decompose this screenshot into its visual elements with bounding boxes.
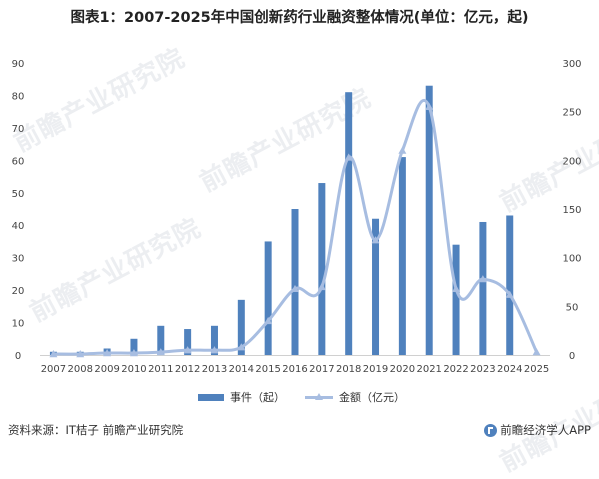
line-marker [505,290,514,298]
line-marker [532,348,541,356]
line-marker [103,349,112,357]
legend: 事件（起） 金额（亿元） [0,389,599,405]
bar [184,329,192,355]
x-tick-label: 2011 [148,364,173,375]
x-tick-label: 2012 [175,364,200,375]
legend-item-bar: 事件（起） [198,389,285,405]
y-right-tick-label: 250 [562,108,581,119]
y-left-tick-label: 60 [12,156,25,167]
line-marker [210,346,219,354]
x-tick-label: 2023 [470,364,495,375]
legend-line-swatch [305,392,333,402]
bar [479,221,487,355]
line-marker [291,284,299,293]
bar [237,299,245,355]
y-right-tick-label: 300 [562,59,581,70]
y-left-tick-label: 70 [12,124,25,135]
bar [130,338,138,355]
y-left-tick-label: 20 [12,286,25,297]
footer: 资料来源：IT桔子 前瞻产业研究院 前瞻经济学人APP [8,420,591,440]
line-marker [344,153,353,161]
bar [425,85,433,355]
x-tick-label: 2022 [443,364,468,375]
line-marker [183,346,192,354]
bar [452,244,460,355]
x-tick-label: 2008 [68,364,93,375]
x-tick-label: 2015 [255,364,280,375]
legend-label-line: 金额（亿元） [339,391,405,404]
x-tick-label: 2020 [390,364,415,375]
y-right-tick-label: 50 [566,302,579,313]
x-tick-label: 2019 [363,364,388,375]
y-left-tick-label: 40 [12,221,25,232]
x-tick-label: 2013 [202,364,227,375]
y-left-tick-label: 10 [12,319,25,330]
x-tick-label: 2018 [336,364,361,375]
line-marker [425,102,434,110]
x-tick-label: 2025 [524,364,549,375]
y-left-tick-label: 90 [12,59,25,70]
chart-area: 0 10 20 30 40 50 60 70 80 90 0 50 100 150 200 250 300 200… [12,59,582,375]
bar [506,215,514,355]
x-tick-label: 2021 [416,364,441,375]
bar [345,92,353,355]
x-tick-label: 2009 [94,364,119,375]
line-marker [398,146,407,154]
source-text: 资料来源：IT桔子 前瞻产业研究院 [8,423,184,437]
x-tick-label: 2024 [497,364,522,375]
line-marker [264,316,273,325]
x-tick-label: 2017 [309,364,334,375]
bar [372,218,380,355]
line-marker [129,349,138,357]
y-left-tick-label: 50 [12,189,25,200]
line-marker [478,275,487,283]
bar [264,241,272,355]
x-tick-label: 2007 [41,364,66,375]
bar [291,209,299,355]
chart-title: 图表1：2007-2025年中国创新药行业融资整体情况(单位：亿元，起) [70,10,529,26]
brand: 前瞻经济学人APP [484,422,591,438]
bar [210,325,218,355]
y-right-tick-label: 150 [562,205,581,216]
brand-text: 前瞻经济学人APP [500,423,591,437]
y-left-tick-label: 30 [12,254,25,265]
y-left-tick-label: 80 [12,91,25,102]
line-marker [317,282,326,291]
line-marker [452,284,461,293]
line-marker [156,348,165,356]
y-right-tick-label: 200 [562,156,581,167]
line-marker [371,236,380,244]
legend-label-bar: 事件（起） [230,391,285,404]
x-tick-label: 2016 [282,364,307,375]
x-tick-label: 2014 [229,364,254,375]
bar [157,325,165,355]
bar [398,157,406,355]
brand-logo-icon [484,423,498,437]
legend-item-line: 金额（亿元） [305,389,405,405]
bar [318,183,326,355]
y-right-tick-label: 0 [569,351,575,362]
y-right-tick-label: 100 [562,254,581,265]
x-tick-label: 2010 [121,364,146,375]
line-marker [76,350,85,358]
y-left-tick-label: 0 [15,351,21,362]
line-marker [237,343,246,351]
line-marker [49,350,58,358]
legend-bar-swatch [198,393,224,401]
